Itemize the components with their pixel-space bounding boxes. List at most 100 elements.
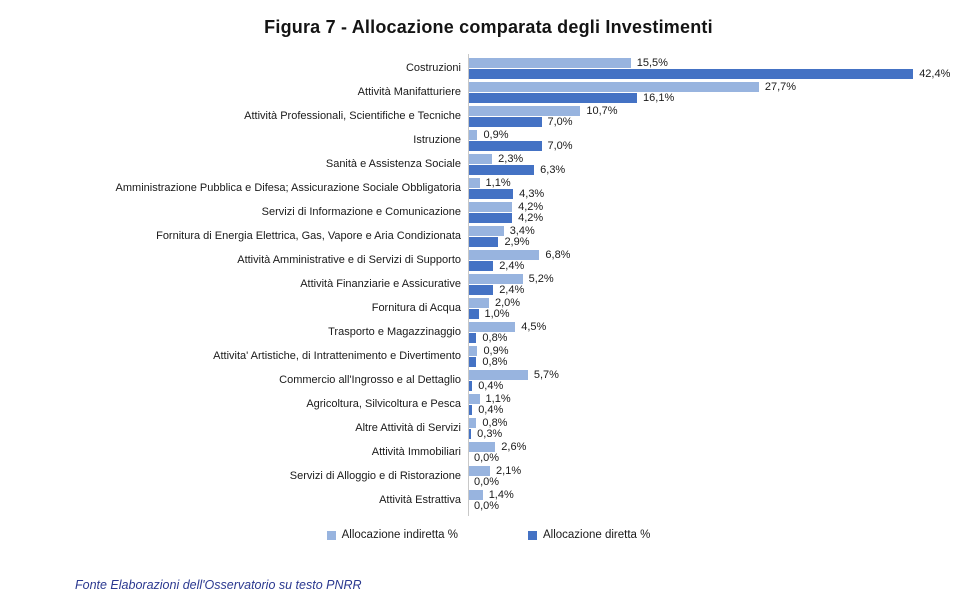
chart-row: Trasporto e Magazzinaggio 4,5% 0,8% xyxy=(0,320,977,344)
chart-row: Attività Manifatturiere 27,7% 16,1% xyxy=(0,80,977,104)
diretta-bar xyxy=(468,140,542,151)
bar-line: 0,3% xyxy=(468,428,977,440)
bar-line: 2,4% xyxy=(468,260,977,272)
value-label: 0,0% xyxy=(474,499,500,512)
category-label: Attività Professionali, Scientifiche e T… xyxy=(244,110,461,122)
value-label: 1,1% xyxy=(485,176,511,189)
bar-pair: 5,7% 0,4% xyxy=(468,368,977,392)
bar-line: 0,0% xyxy=(468,476,977,488)
indiretta-bar xyxy=(468,345,478,356)
value-label: 2,0% xyxy=(495,296,521,309)
category-label: Fornitura di Acqua xyxy=(371,302,461,314)
category-label: Attività Estrattiva xyxy=(379,494,461,506)
y-axis-line xyxy=(468,54,469,516)
bar-line: 15,5% xyxy=(468,57,977,69)
bar-pair: 2,3% 6,3% xyxy=(468,152,977,176)
category-label: Attivita' Artistiche, di Intrattenimento… xyxy=(213,350,461,362)
category-label: Amministrazione Pubblica e Difesa; Assic… xyxy=(115,182,461,194)
category-label: Fornitura di Energia Elettrica, Gas, Vap… xyxy=(156,230,461,242)
chart-row: Altre Attività di Servizi 0,8% 0,3% xyxy=(0,416,977,440)
chart-row: Servizi di Informazione e Comunicazione 4… xyxy=(0,200,977,224)
value-label: 4,2% xyxy=(518,200,544,213)
value-label: 6,8% xyxy=(545,248,571,261)
bar-line: 0,8% xyxy=(468,416,977,429)
bar-line: 10,7% xyxy=(468,105,977,117)
indiretta-swatch-icon xyxy=(326,530,336,540)
chart-row: Istruzione 0,9% 7,0% xyxy=(0,128,977,152)
indiretta-bar xyxy=(468,489,483,500)
diretta-bar xyxy=(468,428,472,439)
chart-row: Attività Estrattiva 1,4% 0,0% xyxy=(0,488,977,512)
value-label: 4,5% xyxy=(521,320,547,333)
category-label: Costruzioni xyxy=(405,62,461,74)
indiretta-bar xyxy=(468,297,489,308)
category-label: Sanità e Assistenza Sociale xyxy=(325,158,461,170)
source-note: Fonte Elaborazioni dell'Osservatorio su … xyxy=(75,578,362,592)
value-label: 2,1% xyxy=(496,464,522,477)
value-label: 4,3% xyxy=(519,187,545,200)
chart-row: Attività Finanziarie e Assicurative 5,2% 2… xyxy=(0,272,977,296)
bar-line: 0,8% xyxy=(468,332,977,344)
diretta-bar xyxy=(468,116,542,127)
chart-row: Sanità e Assistenza Sociale 2,3% 6,3% xyxy=(0,152,977,176)
category-label: Commercio all'Ingrosso e al Dettaglio xyxy=(279,374,461,386)
chart-row: Amministrazione Pubblica e Difesa; Assic… xyxy=(0,176,977,200)
diretta-swatch-icon xyxy=(527,530,537,540)
bar-line: 4,5% xyxy=(468,320,977,333)
diretta-bar xyxy=(468,284,494,295)
bar-line: 6,3% xyxy=(468,164,977,176)
bar-line: 0,0% xyxy=(468,452,977,464)
indiretta-bar xyxy=(468,369,528,380)
value-label: 1,4% xyxy=(488,488,514,501)
bar-line: 2,0% xyxy=(468,296,977,309)
category-label: Servizi di Informazione e Comunicazione xyxy=(261,206,461,218)
bar-line: 7,0% xyxy=(468,139,977,152)
chart-row: Costruzioni 15,5% 42,4% xyxy=(0,56,977,80)
value-label: 2,6% xyxy=(501,440,527,453)
value-label: 1,0% xyxy=(484,307,510,320)
bar-line: 0,4% xyxy=(468,404,977,416)
value-label: 7,0% xyxy=(547,139,573,152)
indiretta-bar xyxy=(468,225,504,236)
bar-pair: 2,0% 1,0% xyxy=(468,296,977,320)
category-label: Attività Immobiliari xyxy=(371,446,461,458)
indiretta-bar xyxy=(468,273,523,284)
category-label: Attività Manifatturiere xyxy=(357,86,461,98)
bar-line: 4,3% xyxy=(468,187,977,200)
legend-label-diretta: Allocazione diretta % xyxy=(542,529,651,541)
bar-line: 5,2% xyxy=(468,273,977,285)
diretta-bar xyxy=(468,212,513,223)
legend-label-indiretta: Allocazione indiretta % xyxy=(341,529,458,541)
bar-line: 0,4% xyxy=(468,380,977,392)
category-label: Trasporto e Magazzinaggio xyxy=(328,326,461,338)
indiretta-bar xyxy=(468,441,496,452)
chart-row: Fornitura di Acqua 2,0% 1,0% xyxy=(0,296,977,320)
value-label: 5,7% xyxy=(533,368,559,381)
value-label: 3,4% xyxy=(509,224,535,237)
bar-line: 0,9% xyxy=(468,345,977,357)
bar-pair: 10,7% 7,0% xyxy=(468,104,977,128)
bar-line: 27,7% xyxy=(468,80,977,93)
bar-line: 7,0% xyxy=(468,116,977,128)
bar-line: 2,1% xyxy=(468,464,977,477)
value-label: 27,7% xyxy=(764,80,797,93)
chart-row: Agricoltura, Silvicoltura e Pesca 1,1% 0,4… xyxy=(0,392,977,416)
chart-row: Commercio all'Ingrosso e al Dettaglio 5,7… xyxy=(0,368,977,392)
value-label: 0,8% xyxy=(482,416,508,429)
bar-pair: 0,9% 7,0% xyxy=(468,128,977,152)
chart-row: Attivita' Artistiche, di Intrattenimento… xyxy=(0,344,977,368)
bar-line: 2,4% xyxy=(468,284,977,296)
chart-title: Figura 7 - Allocazione comparata degli I… xyxy=(264,17,713,37)
indiretta-bar xyxy=(468,201,513,212)
category-label: Attività Amministrative e di Servizi di … xyxy=(237,254,461,266)
value-label: 4,2% xyxy=(518,211,544,224)
value-label: 1,1% xyxy=(485,392,511,405)
indiretta-bar xyxy=(468,177,480,188)
bar-pair: 1,1% 0,4% xyxy=(468,392,977,416)
indiretta-bar xyxy=(468,249,540,260)
bar-line: 2,3% xyxy=(468,153,977,165)
bar-pair: 0,8% 0,3% xyxy=(468,416,977,440)
bar-line: 1,4% xyxy=(468,488,977,501)
category-label: Altre Attività di Servizi xyxy=(355,422,461,434)
